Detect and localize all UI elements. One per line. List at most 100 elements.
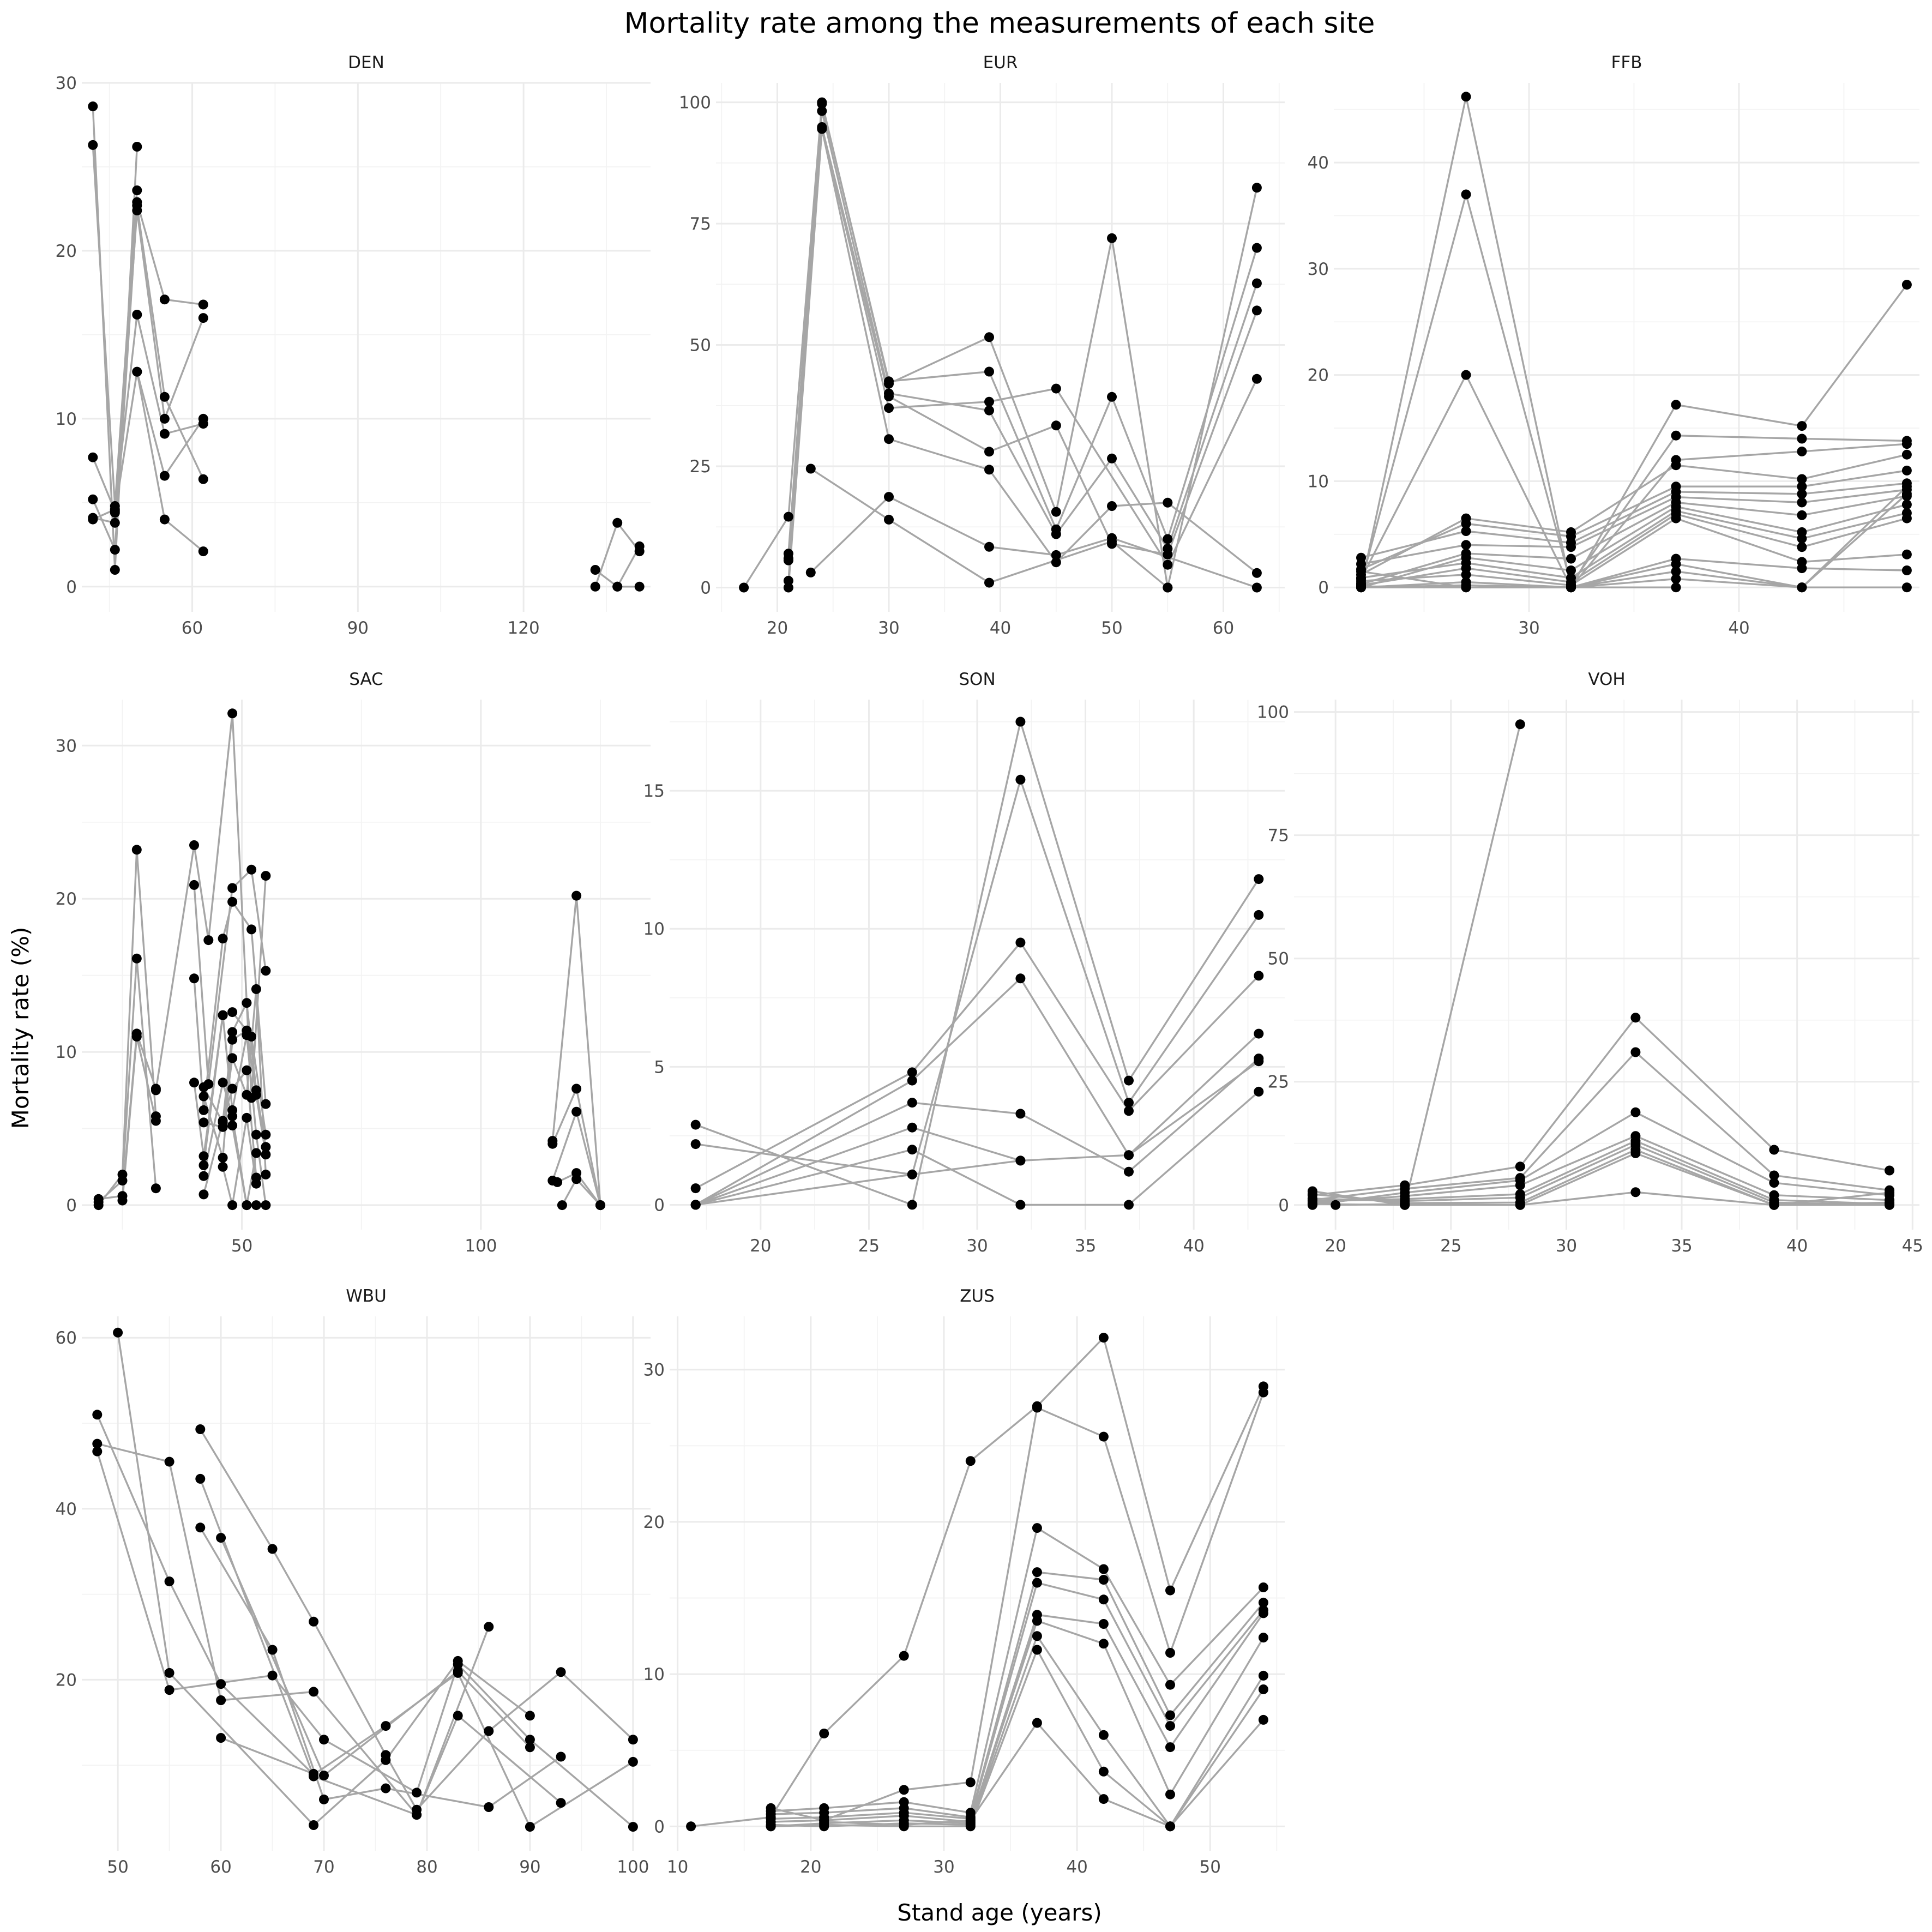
x-tick-label: 50 bbox=[1101, 618, 1122, 638]
data-point bbox=[1032, 1718, 1042, 1728]
series-line bbox=[1335, 1191, 1890, 1206]
data-point bbox=[267, 1645, 278, 1655]
series-line bbox=[1312, 724, 1521, 1206]
data-point bbox=[556, 1798, 566, 1808]
data-point bbox=[1165, 1710, 1175, 1720]
series-line bbox=[787, 103, 1258, 554]
data-point bbox=[552, 1177, 563, 1187]
data-point bbox=[1107, 453, 1117, 464]
data-point bbox=[88, 140, 98, 150]
y-tick-label: 0 bbox=[1318, 578, 1329, 598]
data-point bbox=[1566, 565, 1576, 575]
data-point bbox=[195, 1473, 206, 1484]
x-tick-label: 50 bbox=[1200, 1857, 1221, 1877]
data-point bbox=[1258, 1670, 1268, 1681]
x-tick-label: 40 bbox=[1728, 618, 1749, 638]
data-point bbox=[159, 392, 170, 402]
panel-title: VOH bbox=[1588, 670, 1625, 689]
data-point bbox=[1901, 565, 1912, 575]
data-point bbox=[1015, 1155, 1026, 1166]
data-point bbox=[92, 1446, 103, 1456]
data-point bbox=[319, 1794, 329, 1804]
data-point bbox=[484, 1622, 494, 1632]
y-tick-label: 40 bbox=[56, 1500, 77, 1519]
data-point bbox=[1671, 400, 1681, 410]
data-point bbox=[88, 452, 98, 462]
series-line bbox=[136, 371, 204, 552]
data-point bbox=[1098, 1619, 1109, 1629]
data-point bbox=[218, 934, 228, 944]
data-point bbox=[1515, 1200, 1525, 1210]
series-line bbox=[1361, 513, 1907, 586]
data-point bbox=[267, 1670, 278, 1681]
data-point bbox=[819, 1817, 829, 1827]
data-point bbox=[739, 582, 749, 593]
x-tick-label: 60 bbox=[210, 1857, 231, 1877]
data-point bbox=[132, 310, 142, 320]
series-line bbox=[98, 958, 157, 1203]
series-line bbox=[1361, 517, 1907, 587]
data-point bbox=[1461, 582, 1471, 593]
series-line bbox=[1361, 489, 1907, 565]
data-point bbox=[907, 1200, 917, 1210]
data-point bbox=[261, 1142, 271, 1152]
data-point bbox=[907, 1067, 917, 1078]
data-point bbox=[571, 1084, 582, 1094]
data-point bbox=[246, 864, 257, 875]
data-point bbox=[110, 545, 120, 555]
data-point bbox=[218, 1161, 228, 1172]
series-line bbox=[96, 1414, 634, 1828]
data-point bbox=[1165, 1680, 1175, 1690]
panel-title: EUR bbox=[983, 53, 1018, 73]
x-tick-label: 100 bbox=[465, 1236, 497, 1256]
data-point bbox=[1124, 1075, 1134, 1086]
data-point bbox=[525, 1822, 535, 1832]
data-point bbox=[251, 1200, 261, 1211]
data-point bbox=[227, 1034, 238, 1045]
series-line bbox=[1360, 96, 1908, 590]
data-point bbox=[571, 890, 582, 901]
panel-title: SON bbox=[959, 670, 995, 689]
data-point bbox=[984, 332, 994, 342]
data-point bbox=[1254, 1056, 1264, 1067]
data-point bbox=[628, 1822, 638, 1832]
data-point bbox=[198, 413, 208, 424]
x-tick-label: 20 bbox=[1325, 1236, 1346, 1256]
data-point bbox=[1901, 449, 1912, 460]
x-tick-label: 10 bbox=[667, 1857, 688, 1877]
data-point bbox=[1015, 1109, 1026, 1119]
y-tick-label: 0 bbox=[700, 579, 711, 598]
data-point bbox=[1051, 550, 1061, 560]
data-point bbox=[690, 1139, 701, 1149]
y-tick-label: 0 bbox=[654, 1817, 665, 1837]
series-line bbox=[787, 111, 1258, 559]
data-point bbox=[686, 1821, 696, 1832]
data-point bbox=[227, 1027, 238, 1037]
data-point bbox=[805, 464, 816, 474]
data-point bbox=[1051, 507, 1061, 517]
data-point bbox=[453, 1711, 463, 1721]
data-point bbox=[267, 1544, 278, 1554]
series-line bbox=[810, 496, 1257, 589]
data-point bbox=[1671, 559, 1681, 569]
x-tick-label: 20 bbox=[750, 1236, 771, 1256]
data-point bbox=[1769, 1145, 1779, 1155]
data-point bbox=[612, 517, 623, 528]
data-point bbox=[242, 998, 252, 1008]
x-tick-label: 40 bbox=[990, 618, 1011, 638]
data-point bbox=[1032, 1645, 1042, 1655]
y-tick-label: 50 bbox=[1268, 949, 1289, 969]
data-point bbox=[159, 413, 170, 424]
data-point bbox=[1251, 305, 1262, 316]
data-point bbox=[1051, 420, 1061, 431]
y-tick-label: 10 bbox=[643, 1665, 665, 1684]
y-tick-label: 0 bbox=[1278, 1196, 1289, 1215]
data-point bbox=[899, 1820, 909, 1830]
data-point bbox=[1461, 569, 1471, 580]
data-point bbox=[984, 541, 994, 552]
x-axis-title: Stand age (years) bbox=[897, 1899, 1102, 1926]
data-point bbox=[131, 953, 142, 964]
data-point bbox=[907, 1098, 917, 1108]
data-point bbox=[899, 1651, 909, 1661]
